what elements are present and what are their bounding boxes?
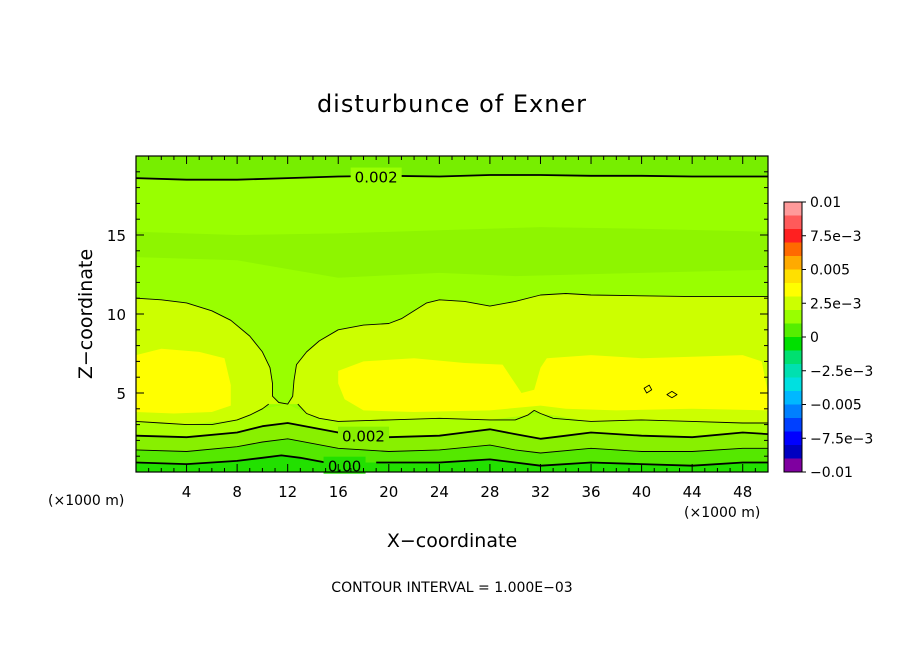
contour-label-1: 0.002 [342,428,385,446]
contour-label-2: 0.00 [328,458,361,476]
x-tick-label: 20 [379,483,398,501]
colorbar [783,201,803,473]
colorbar-swatch-13 [784,377,802,392]
contour-line-2 [136,403,269,426]
contour-label-bg-1 [338,426,390,444]
colorbar-label: −7.5e−3 [810,431,873,447]
fill-band-5 [338,355,768,412]
contour-label-layer: 0.002 0.002 0.00 [323,167,402,476]
y-tick-label: 10 [107,306,126,324]
x-tick-label: 12 [278,483,297,501]
contour-line-5 [136,438,768,454]
colorbar-label: 0.005 [810,263,850,279]
contour-label-0: 0.002 [355,169,398,187]
x-axis-label: X−coordinate [387,530,517,552]
y-axis-label: Z−coordinate [75,249,97,379]
contour-line-8 [643,384,653,394]
contour-interval-note: CONTOUR INTERVAL = 1.000E−03 [331,580,572,596]
colorbar-swatch-9 [784,323,802,338]
chart-title: disturbunce of Exner [317,90,587,118]
plot-frame [135,155,769,473]
contour-line-3 [297,403,768,424]
y-tick-label: 15 [107,227,126,245]
colorbar-labels: 0.01 7.5e−3 0.005 2.5e−3 0 −2.5e−3 −0.005 −7.5e… [802,195,873,481]
colorbar-swatch-10 [784,337,802,351]
colorbar-swatch-18 [784,445,802,459]
contour-line-layer [136,174,768,467]
colorbar-swatch-2 [784,229,802,243]
colorbar-swatch-8 [784,310,802,324]
colorbar-swatch-19 [784,458,802,473]
fill-band-2 [136,227,768,278]
contour-line-9 [666,390,678,399]
contour-label-bg-0 [350,167,402,185]
contour-line-0 [136,174,768,181]
colorbar-swatch-5 [784,269,802,284]
contour-label-bg-2 [323,456,366,474]
colorbar-swatch-11 [784,350,802,365]
x-tick-label: 32 [531,483,550,501]
colorbar-label: 0 [810,330,819,346]
y-tick-label: 5 [116,385,126,403]
colorbar-swatch-14 [784,391,802,405]
x-tick-label: 8 [232,483,242,501]
colorbar-swatch-16 [784,418,802,432]
x-tick-label: 28 [480,483,499,501]
x-tick-label: 40 [632,483,651,501]
contour-line-7 [376,458,768,467]
x-tick-label: 4 [182,483,192,501]
y-axis-units: (×1000 m) [48,493,124,509]
colorbar-label: −0.005 [810,398,862,414]
colorbar-swatch-3 [784,242,802,257]
colorbar-label: 7.5e−3 [810,229,862,245]
colorbar-swatch-1 [784,215,802,230]
colorbar-swatch-0 [784,202,802,216]
colorbar-swatch-6 [784,283,802,297]
colorbar-label: 2.5e−3 [810,296,862,312]
colorbar-swatch-12 [784,364,802,378]
contour-line-4 [136,422,768,440]
colorbar-label: −0.01 [810,465,853,481]
fill-band-4 [136,348,231,414]
colorbar-swatch-15 [784,404,802,419]
colorbar-label: −2.5e−3 [810,364,873,380]
x-axis-units: (×1000 m) [684,505,760,521]
fill-band-9 [136,455,768,472]
contour-fill-layer [136,156,768,472]
x-tick-label: 24 [430,483,449,501]
colorbar-swatch-17 [784,431,802,446]
x-tick-label: 48 [733,483,752,501]
x-tick-label: 16 [329,483,348,501]
x-tick-label: 36 [581,483,600,501]
contour-line-1 [136,293,768,405]
x-tick-label: 44 [683,483,702,501]
colorbar-swatch-4 [784,256,802,270]
colorbar-swatch-7 [784,296,802,311]
colorbar-label: 0.01 [810,195,841,211]
